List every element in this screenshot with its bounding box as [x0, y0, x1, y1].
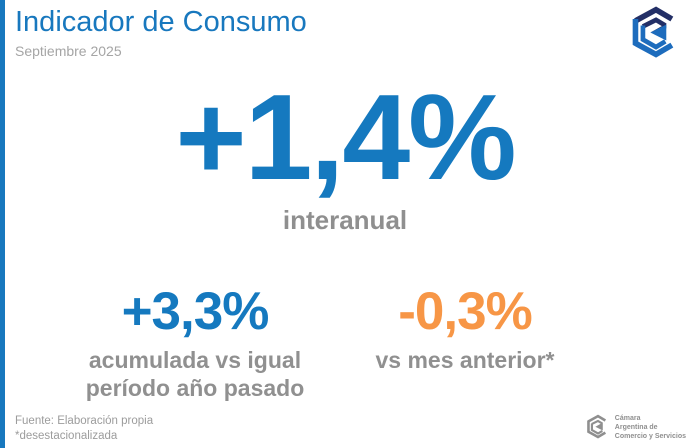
cac-org-name-line1: Cámara: [614, 414, 641, 422]
footnote-source: Fuente: Elaboración propia: [15, 415, 154, 428]
cac-org-name-line2: Argentina de: [614, 423, 658, 431]
cac-hexagon-logo-small-icon: [586, 415, 606, 439]
hero-stat: +1,4% interanual: [5, 70, 685, 236]
hero-stat-label: interanual: [282, 205, 408, 236]
cac-org-name-line3: Comercio y Servicios: [614, 432, 686, 440]
footnote-seasonal-note: *desestacionalizada: [15, 430, 118, 443]
cac-org-logo: Cámara Argentina de Comercio y Servicios: [585, 414, 686, 441]
stat-accumulated-value: +3,3%: [121, 282, 270, 341]
stat-accumulated-label-line2: período año pasado: [85, 375, 305, 402]
stat-monthly-label: vs mes anterior*: [345, 346, 585, 375]
footnote: Fuente: Elaboración propia *desestaciona…: [15, 414, 153, 444]
header: Indicador de Consumo Septiembre 2025: [15, 6, 307, 59]
page-title: Indicador de Consumo: [15, 6, 307, 38]
page-subtitle: Septiembre 2025: [15, 42, 122, 59]
stat-monthly-value: -0,3%: [398, 282, 532, 341]
stat-accumulated-label: acumulada vs igual período año pasado: [40, 346, 350, 403]
cac-hexagon-logo-icon: [632, 6, 674, 58]
stat-monthly-label-line1: vs mes anterior*: [375, 346, 555, 373]
stat-accumulated: +3,3% acumulada vs igual período año pas…: [40, 284, 350, 403]
stat-monthly: -0,3% vs mes anterior*: [345, 284, 585, 374]
cac-org-name: Cámara Argentina de Comercio y Servicios: [615, 414, 686, 441]
stat-accumulated-label-line1: acumulada vs igual: [88, 346, 302, 373]
hero-stat-value: +1,4%: [175, 69, 516, 205]
left-accent-bar: [0, 0, 5, 448]
